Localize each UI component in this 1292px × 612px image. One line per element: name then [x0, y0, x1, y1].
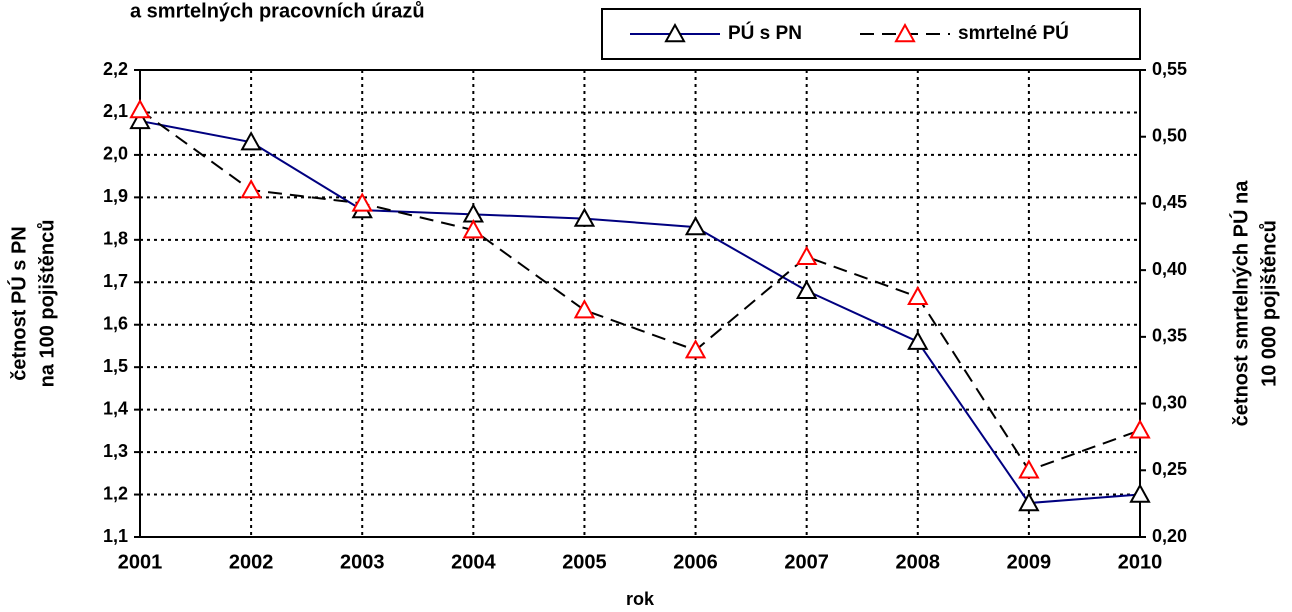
x-tick-label: 2001 — [118, 551, 163, 573]
y-tick-label: 2,2 — [103, 59, 128, 79]
marker — [573, 299, 596, 319]
y-tick-label: 1,4 — [103, 398, 128, 418]
series-line — [139, 109, 1141, 472]
x-tick-label: 2003 — [340, 551, 385, 573]
x-tick-label: 2006 — [673, 551, 718, 573]
y2-axis-label: 10 000 pojištěnců — [1258, 220, 1280, 387]
y-tick-label: 1,2 — [103, 483, 128, 503]
marker — [684, 339, 707, 359]
legend-marker — [664, 22, 686, 43]
y-tick-label: 1,5 — [103, 356, 128, 376]
y2-tick-label: 0,45 — [1152, 192, 1187, 212]
y2-tick-label: 0,25 — [1152, 459, 1187, 479]
marker — [684, 216, 707, 236]
y-axis-label: četnost PÚ s PN — [6, 226, 30, 380]
marker — [240, 179, 262, 199]
marker — [795, 245, 818, 265]
x-tick-label: 2009 — [1007, 551, 1052, 573]
marker — [573, 207, 596, 227]
marker — [1129, 419, 1151, 439]
marker — [129, 109, 151, 130]
legend-label: PÚ s PN — [728, 22, 802, 44]
y2-tick-label: 0,55 — [1152, 59, 1187, 79]
x-tick-label: 2005 — [562, 551, 607, 573]
y-axis-label: na 100 pojištěnců — [36, 220, 58, 388]
marker — [907, 285, 929, 306]
x-tick-label: 2008 — [896, 551, 941, 573]
y2-axis-label: četnost smrtelných PÚ na — [1228, 180, 1252, 427]
marker — [1018, 491, 1040, 512]
y-tick-label: 2,0 — [103, 144, 128, 164]
y-tick-label: 1,6 — [103, 313, 128, 333]
marker — [351, 192, 373, 212]
y-tick-label: 2,1 — [103, 101, 128, 121]
y2-tick-label: 0,20 — [1152, 526, 1187, 546]
y-tick-label: 1,1 — [103, 526, 128, 546]
y-tick-label: 1,8 — [103, 229, 128, 249]
marker — [795, 279, 818, 299]
y2-tick-label: 0,35 — [1152, 326, 1187, 346]
y-tick-label: 1,3 — [103, 441, 128, 461]
y-tick-label: 1,7 — [103, 271, 128, 291]
y2-tick-label: 0,50 — [1152, 125, 1187, 145]
marker — [1129, 483, 1151, 503]
y2-tick-label: 0,30 — [1152, 392, 1187, 412]
series-line — [139, 119, 1141, 505]
y2-tick-label: 0,40 — [1152, 259, 1187, 279]
marker — [462, 219, 485, 239]
y-tick-label: 1,9 — [103, 186, 128, 206]
x-tick-label: 2002 — [229, 551, 274, 573]
marker — [907, 330, 929, 350]
marker — [240, 131, 262, 151]
marker — [129, 98, 151, 119]
legend-marker — [894, 22, 916, 43]
chart-title: a smrtelných pracovních úrazů — [130, 0, 425, 22]
plot-frame — [139, 69, 1141, 538]
legend-label: smrtelné PÚ — [958, 22, 1069, 44]
x-tick-label: 2010 — [1118, 551, 1163, 573]
x-tick-label: 2004 — [451, 551, 496, 573]
x-tick-label: 2007 — [784, 551, 829, 573]
marker — [1018, 459, 1040, 479]
x-axis-label: rok — [626, 589, 655, 607]
